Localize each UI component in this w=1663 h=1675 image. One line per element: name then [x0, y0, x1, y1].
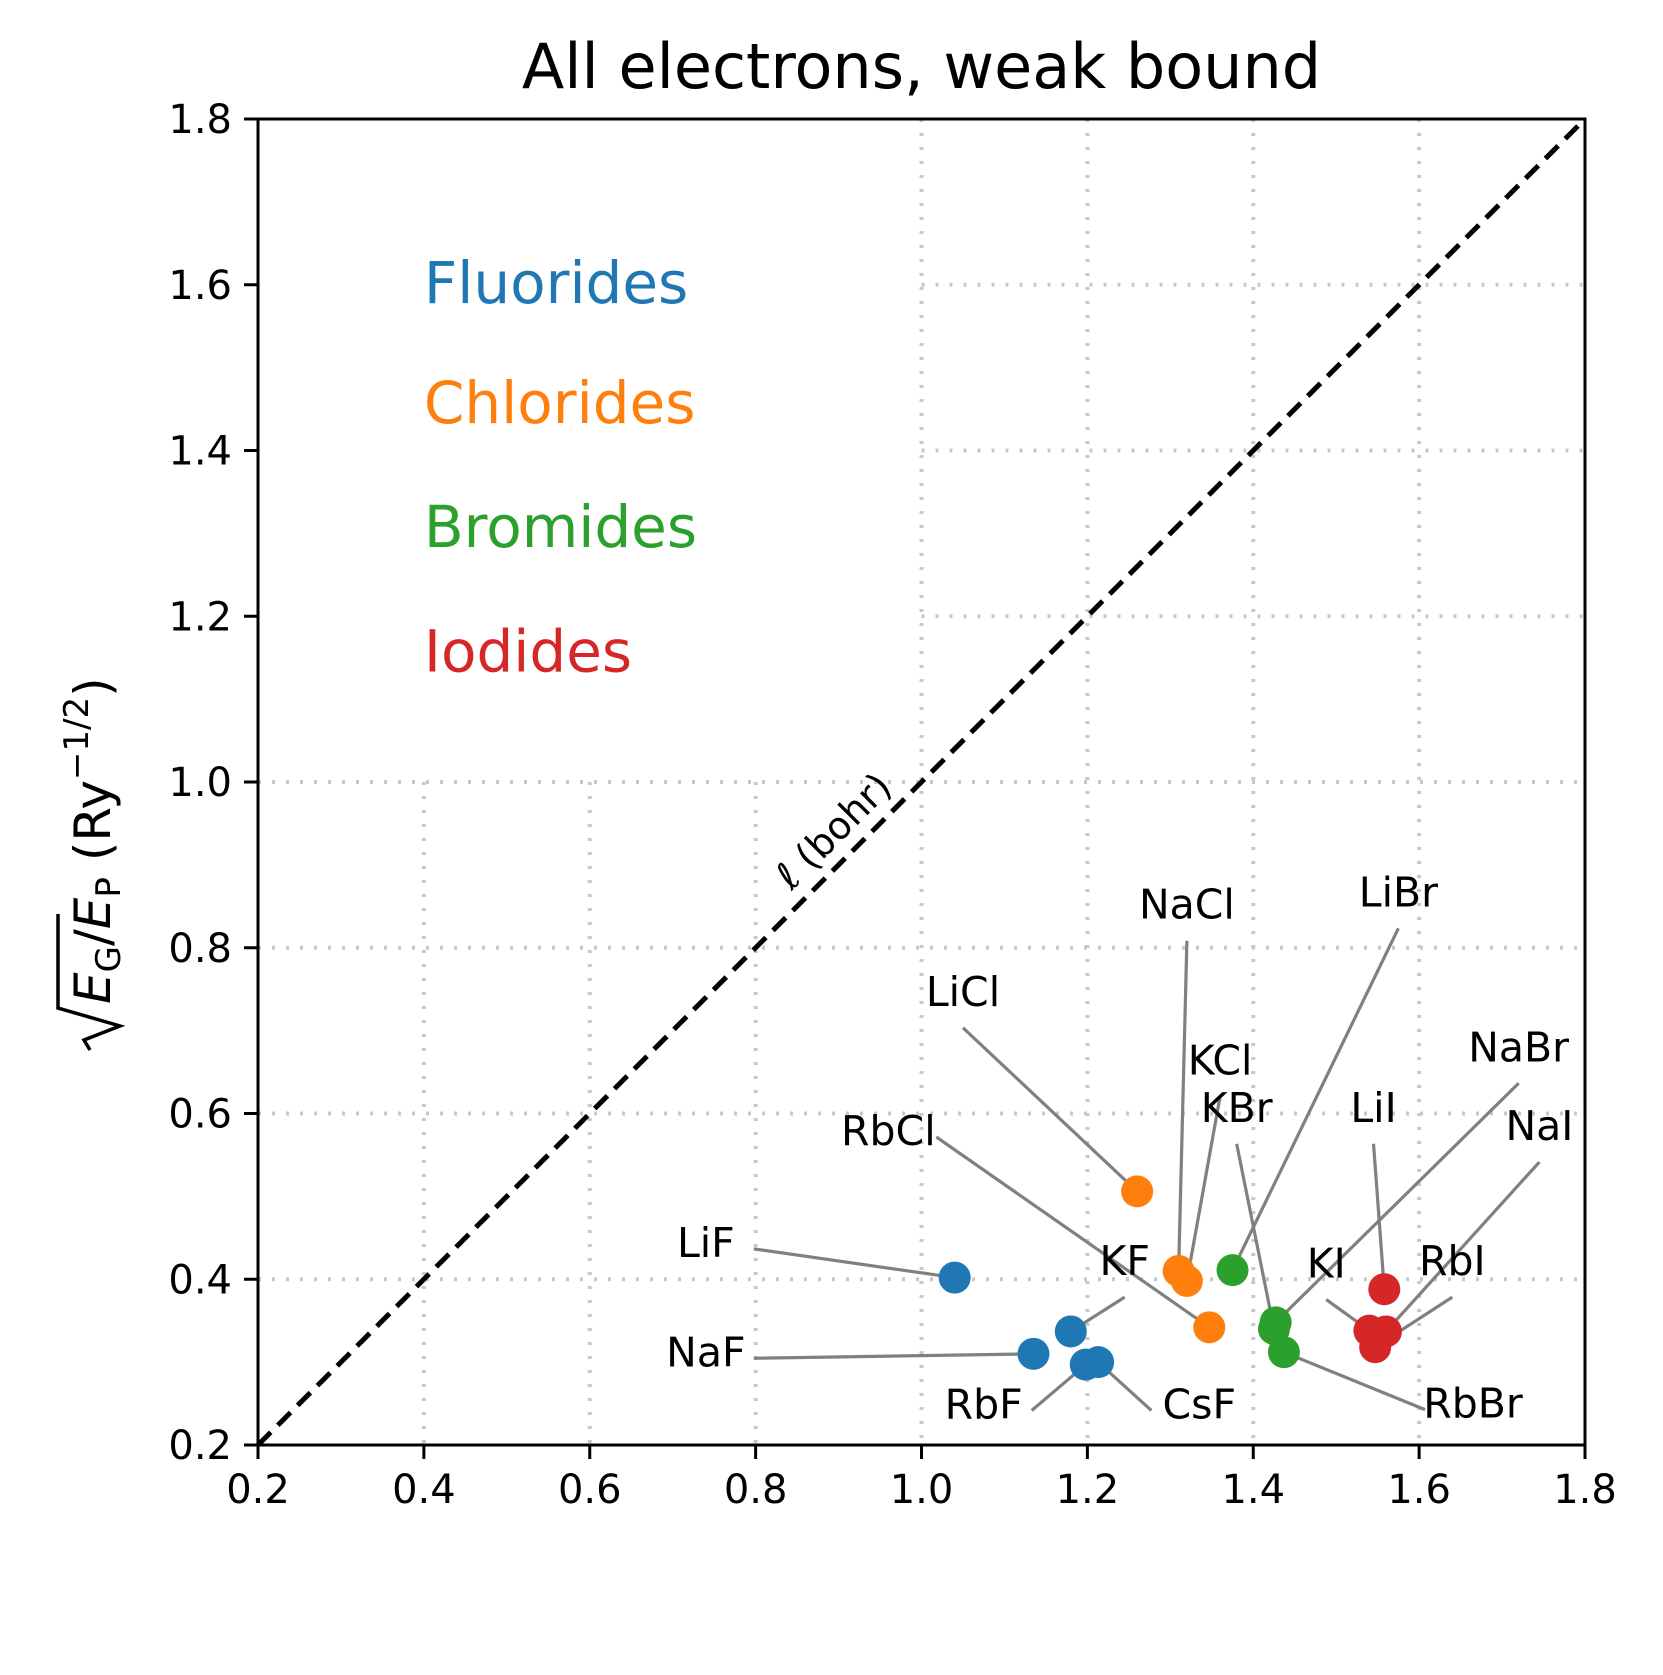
- point-label-csf: CsF: [1163, 1380, 1237, 1428]
- legend-chlorides: Chlorides: [424, 369, 696, 437]
- diagonal-line: [256, 117, 1587, 1447]
- x-tick-label: 1.6: [1387, 1467, 1451, 1513]
- y-tick-label: 0.6: [168, 1092, 232, 1138]
- y-axis-label-text: EG/EP (Ry−1/2): [57, 677, 129, 1004]
- leader-line-nacl: [1177, 940, 1189, 1272]
- data-point-naf: [1017, 1337, 1050, 1370]
- x-tick-label: 0.4: [392, 1467, 456, 1513]
- point-label-rbcl: RbCl: [841, 1107, 936, 1155]
- sqrt-symbol: [56, 914, 126, 1051]
- point-label-naf: NaF: [666, 1328, 745, 1376]
- leader-line-lif: [753, 1247, 955, 1280]
- leader-line-nabr: [1274, 1082, 1520, 1324]
- point-label-rbf: RbF: [945, 1380, 1023, 1428]
- point-label-nai: NaI: [1505, 1102, 1573, 1150]
- x-tick-label: 0.6: [558, 1467, 622, 1513]
- point-label-kcl: KCl: [1188, 1037, 1253, 1085]
- legend-iodides: Iodides: [424, 618, 632, 686]
- legend-bromides: Bromides: [424, 493, 697, 561]
- data-points: [938, 1175, 1402, 1381]
- y-axis-label-part: /: [64, 929, 122, 946]
- point-label-libr: LiBr: [1359, 868, 1438, 916]
- y-axis-label-part: P: [89, 877, 129, 898]
- x-tick-label: 1.0: [890, 1467, 954, 1513]
- leader-line-rbcl: [935, 1135, 1211, 1329]
- data-point-libr: [1216, 1254, 1249, 1287]
- y-tick-label: 1.4: [168, 429, 232, 475]
- y-tick-label: 0.8: [168, 926, 232, 972]
- data-point-rbi: [1359, 1331, 1392, 1364]
- x-tick-label: 1.4: [1221, 1467, 1285, 1513]
- data-point-lii: [1368, 1273, 1401, 1306]
- leader-line-libr: [1231, 927, 1400, 1271]
- data-point-rbbr: [1267, 1336, 1300, 1369]
- data-point-lif: [938, 1261, 971, 1294]
- diagonal-label: ℓ (bohr): [766, 764, 900, 898]
- point-label-kf: KF: [1099, 1237, 1149, 1285]
- leader-line-licl: [961, 1026, 1139, 1193]
- point-label-lii: LiI: [1350, 1084, 1396, 1132]
- leader-line-rbbr: [1283, 1350, 1426, 1412]
- point-label-licl: LiCl: [926, 968, 1000, 1016]
- data-point-kcl: [1170, 1264, 1203, 1297]
- x-tick-label: 0.2: [226, 1467, 290, 1513]
- y-axis-label-part: −1/2: [57, 697, 97, 780]
- y-tick-label: 1.2: [168, 594, 232, 640]
- leader-line-kbr: [1235, 1143, 1276, 1330]
- data-point-kf: [1054, 1315, 1087, 1348]
- y-tick-label: 1.8: [168, 97, 232, 143]
- ticks: 0.2 0.4 0.6 0.8 1.0 1.2 1.4 1.6 1.8 0.2 0.4 0.6 0.8 1…: [168, 97, 1616, 1513]
- point-label-rbi: RbI: [1419, 1237, 1486, 1285]
- y-tick-label: 0.4: [168, 1257, 232, 1303]
- x-tick-label: 1.8: [1553, 1467, 1617, 1513]
- point-label-rbbr: RbBr: [1423, 1380, 1523, 1428]
- y-axis-label-part: G: [89, 946, 129, 972]
- data-point-csf: [1082, 1346, 1115, 1379]
- point-labels: LiF NaF KF RbF CsF LiCl NaCl KCl RbCl LiBr NaBr KBr…: [666, 868, 1573, 1428]
- leader-line-lii: [1371, 1143, 1386, 1290]
- y-axis-label: EG/EP (Ry−1/2): [56, 677, 129, 1051]
- data-point-licl: [1121, 1175, 1154, 1208]
- y-tick-label: 1.6: [168, 263, 232, 309]
- data-point-rbcl: [1193, 1311, 1226, 1344]
- point-label-nabr: NaBr: [1468, 1023, 1569, 1071]
- leader-line-nai: [1384, 1160, 1541, 1333]
- y-axis-label-part: (Ry: [64, 780, 122, 877]
- leader-line-kcl: [1185, 1096, 1222, 1282]
- x-tick-label: 1.2: [1056, 1467, 1120, 1513]
- y-axis-label-part: E: [64, 897, 122, 929]
- point-label-nacl: NaCl: [1139, 881, 1235, 929]
- point-label-kbr: KBr: [1201, 1084, 1273, 1132]
- point-label-lif: LiF: [677, 1219, 735, 1267]
- leader-lines: [753, 927, 1541, 1412]
- leader-line-naf: [753, 1352, 1034, 1360]
- y-tick-label: 0.2: [168, 1423, 232, 1469]
- legend-fluorides: Fluorides: [424, 249, 688, 317]
- y-tick-label: 1.0: [168, 760, 232, 806]
- y-axis-label-part: ): [64, 677, 122, 697]
- y-axis-label-part: E: [64, 972, 122, 1004]
- x-tick-label: 0.8: [724, 1467, 788, 1513]
- chart-title: All electrons, weak bound: [522, 30, 1321, 103]
- point-label-ki: KI: [1307, 1240, 1346, 1288]
